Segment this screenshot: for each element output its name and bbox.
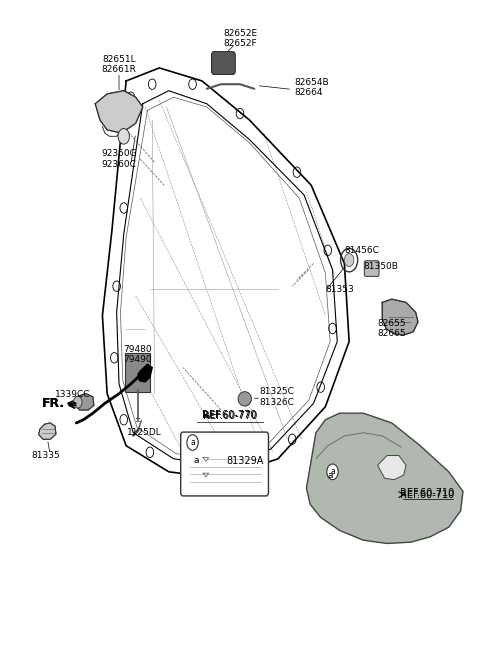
Circle shape <box>187 435 198 450</box>
Text: 81456C: 81456C <box>344 246 379 255</box>
Polygon shape <box>39 423 56 440</box>
Text: 1125DL: 1125DL <box>127 428 162 437</box>
Polygon shape <box>75 394 94 410</box>
Text: a: a <box>190 438 195 447</box>
Text: REF.60-770: REF.60-770 <box>203 410 257 420</box>
Text: 82654B
82664: 82654B 82664 <box>295 78 329 97</box>
Text: 82652E
82652F: 82652E 82652F <box>223 29 257 49</box>
Circle shape <box>73 396 82 408</box>
Text: 81335: 81335 <box>31 451 60 460</box>
Text: REF.60-710: REF.60-710 <box>400 489 455 499</box>
Text: 79480
79490: 79480 79490 <box>124 345 152 364</box>
Text: 92350G
92360C: 92350G 92360C <box>101 149 137 169</box>
Text: 81329A: 81329A <box>226 456 264 466</box>
Text: a: a <box>193 456 199 465</box>
FancyBboxPatch shape <box>212 52 235 74</box>
Circle shape <box>344 254 354 267</box>
Text: 1339CC: 1339CC <box>55 390 91 399</box>
Ellipse shape <box>238 392 252 406</box>
Text: 81325C
81326C: 81325C 81326C <box>259 387 294 407</box>
Circle shape <box>327 464 338 480</box>
Polygon shape <box>138 365 152 382</box>
Text: REF.60-710: REF.60-710 <box>400 488 455 498</box>
FancyBboxPatch shape <box>180 432 268 496</box>
Text: 82655
82665: 82655 82665 <box>377 319 406 338</box>
Text: 81350B: 81350B <box>363 262 398 271</box>
FancyBboxPatch shape <box>125 353 150 392</box>
Text: REF.60-770: REF.60-770 <box>204 411 258 421</box>
Polygon shape <box>383 299 418 335</box>
FancyBboxPatch shape <box>364 261 379 277</box>
Polygon shape <box>378 455 406 480</box>
Polygon shape <box>306 413 463 543</box>
Text: FR.: FR. <box>42 397 65 410</box>
Text: FR.: FR. <box>42 397 65 410</box>
Text: a: a <box>327 470 333 480</box>
Text: a: a <box>330 467 335 476</box>
Text: 82651L
82661R: 82651L 82661R <box>102 55 136 74</box>
Polygon shape <box>96 91 143 133</box>
Text: 81353: 81353 <box>325 285 354 294</box>
Circle shape <box>118 129 130 144</box>
